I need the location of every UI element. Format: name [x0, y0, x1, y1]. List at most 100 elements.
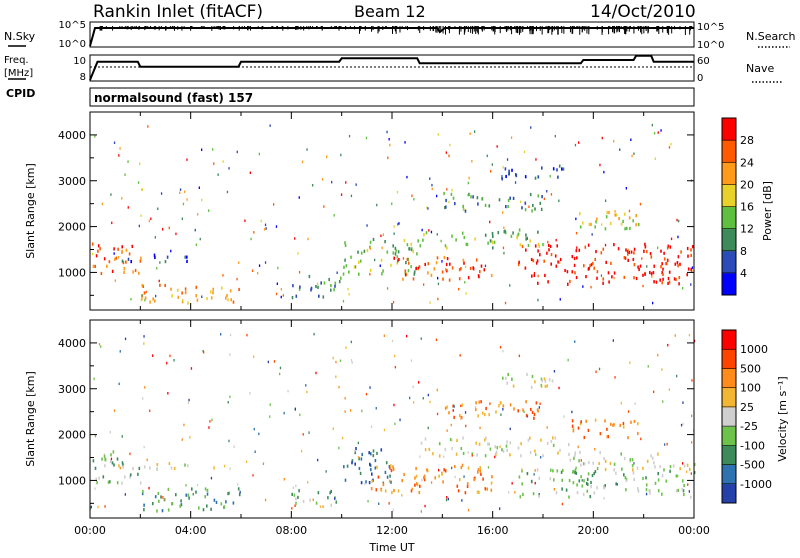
colorbar-swatch	[722, 162, 736, 185]
echo-cell	[524, 175, 527, 179]
echo-cell	[550, 439, 553, 444]
echo-cell	[187, 464, 189, 468]
echo-cell	[453, 415, 455, 419]
date-title: 14/Oct/2010	[590, 2, 696, 22]
echo-cell	[609, 461, 612, 465]
echo-scatter	[535, 158, 537, 161]
echo-cell	[462, 204, 464, 208]
echo-cell	[613, 243, 615, 247]
echo-scatter	[626, 250, 629, 253]
echo-cell	[479, 270, 481, 274]
echo-scatter	[376, 203, 378, 207]
echo-scatter	[680, 423, 683, 427]
echo-cell	[661, 262, 663, 266]
echo-scatter	[237, 483, 239, 486]
echo-cell	[657, 472, 659, 476]
echo-cell	[555, 491, 558, 495]
echo-cell	[629, 226, 631, 230]
echo-scatter	[526, 415, 529, 418]
echo-cell	[97, 244, 100, 248]
echo-cell	[143, 291, 146, 295]
echo-cell	[106, 264, 108, 268]
echo-cell	[487, 241, 489, 245]
echo-cell	[507, 372, 509, 377]
echo-scatter	[537, 274, 539, 278]
echo-scatter	[229, 395, 231, 399]
echo-cell	[413, 270, 416, 274]
echo-scatter	[523, 410, 525, 413]
echo-cell	[518, 260, 520, 264]
velocity-colorbar-tick-label: 100	[740, 382, 761, 395]
echo-cell	[125, 248, 128, 252]
echo-cell	[637, 422, 639, 426]
echo-cell	[636, 466, 639, 470]
echo-scatter	[262, 462, 265, 465]
echo-scatter	[325, 470, 327, 473]
echo-cell	[572, 427, 575, 431]
echo-cell	[414, 476, 416, 480]
echo-cell	[179, 504, 181, 508]
echo-cell	[446, 405, 448, 409]
echo-scatter	[335, 360, 337, 364]
echo-cell	[377, 475, 380, 479]
echo-cell	[482, 411, 484, 415]
velocity-colorbar-tick-label: 25	[740, 401, 754, 414]
echo-scatter	[424, 504, 426, 508]
echo-scatter	[93, 377, 95, 381]
echo-cell	[603, 457, 605, 461]
echo-cell	[466, 484, 469, 488]
echo-scatter	[267, 360, 269, 364]
echo-cell	[660, 249, 662, 253]
echo-cell	[156, 467, 158, 471]
echo-cell	[681, 487, 684, 492]
echo-scatter	[264, 261, 267, 264]
echo-cell	[393, 489, 395, 493]
echo-scatter	[380, 234, 382, 238]
echo-scatter	[291, 507, 293, 510]
echo-cell	[475, 407, 477, 412]
nave-tick-top: 60	[697, 56, 710, 67]
echo-cell	[623, 473, 625, 477]
echo-scatter	[201, 148, 203, 151]
echo-cell	[121, 259, 124, 263]
echo-cell	[448, 278, 451, 282]
echo-cell	[180, 503, 183, 507]
echo-scatter	[627, 410, 630, 413]
colorbar-swatch	[722, 349, 736, 369]
echo-scatter	[430, 481, 433, 484]
echo-cell	[152, 502, 154, 506]
echo-scatter	[599, 163, 601, 167]
echo-scatter	[450, 423, 452, 427]
echo-cell	[586, 482, 589, 486]
echo-scatter	[308, 431, 310, 434]
colorbar-swatch	[722, 483, 736, 504]
echo-cell	[404, 271, 407, 275]
echo-scatter	[630, 138, 632, 141]
echo-cell	[491, 475, 493, 479]
echo-cell	[390, 464, 392, 468]
echo-scatter	[387, 156, 389, 160]
echo-cell	[318, 294, 320, 298]
echo-cell	[609, 222, 612, 226]
echo-cell	[468, 192, 470, 196]
echo-scatter	[394, 422, 396, 426]
echo-cell	[546, 251, 548, 255]
echo-cell	[295, 497, 297, 501]
echo-scatter	[173, 359, 175, 362]
echo-cell	[390, 263, 392, 267]
echo-cell	[669, 245, 672, 249]
echo-cell	[227, 492, 229, 496]
echo-cell	[435, 261, 438, 265]
echo-cell	[405, 261, 407, 265]
echo-cell	[552, 469, 554, 473]
echo-scatter	[196, 483, 199, 487]
echo-cell	[622, 425, 625, 429]
echo-cell	[555, 264, 558, 268]
echo-cell	[580, 475, 582, 479]
echo-scatter	[157, 207, 159, 210]
echo-scatter	[227, 401, 229, 404]
echo-cell	[465, 242, 468, 246]
echo-cell	[602, 247, 605, 251]
echo-scatter	[682, 401, 684, 404]
echo-cell	[668, 280, 671, 284]
